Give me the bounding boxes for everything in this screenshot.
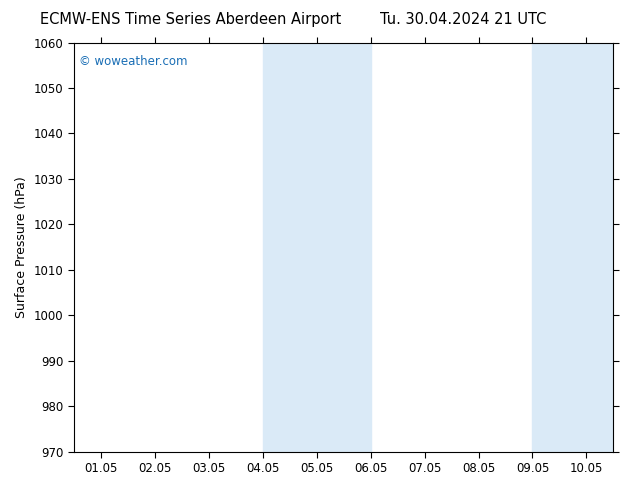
Y-axis label: Surface Pressure (hPa): Surface Pressure (hPa) — [15, 176, 28, 318]
Text: ECMW-ENS Time Series Aberdeen Airport: ECMW-ENS Time Series Aberdeen Airport — [39, 12, 341, 27]
Text: Tu. 30.04.2024 21 UTC: Tu. 30.04.2024 21 UTC — [380, 12, 546, 27]
Text: © woweather.com: © woweather.com — [79, 55, 188, 68]
Bar — [262, 43, 370, 452]
Bar — [533, 43, 614, 452]
